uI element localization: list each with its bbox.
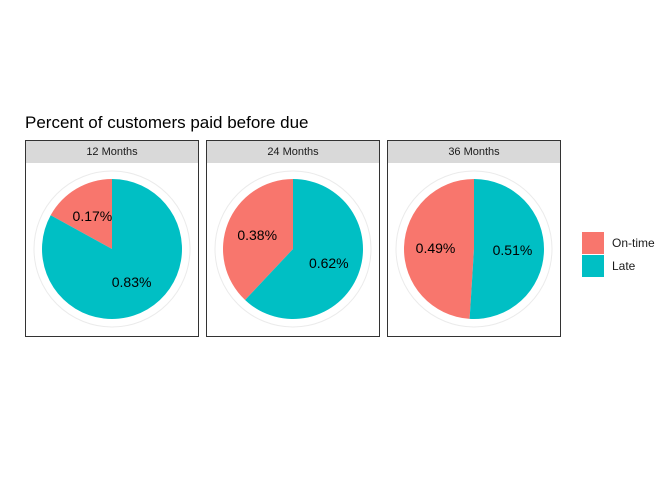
pie-chart-24-months: 0.38% 0.62% [214, 170, 372, 328]
facet-plot-area: 0.49% 0.51% [387, 163, 561, 337]
polar-grid-circle [33, 170, 191, 328]
slice-label-late: 0.51% [493, 242, 533, 258]
pie-slice-on-time [223, 179, 293, 301]
facet-strip-label: 36 Months [387, 140, 561, 164]
slice-label-late: 0.83% [112, 274, 152, 290]
slice-label-on-time: 0.38% [237, 227, 277, 243]
pie-slice-on-time [50, 179, 112, 249]
facet-strip-label: 24 Months [206, 140, 380, 164]
facet-plot-area: 0.38% 0.62% [206, 163, 380, 337]
legend-label-on-time: On-time [612, 236, 655, 250]
legend-item-on-time: On-time [582, 232, 672, 254]
legend-key-on-time [582, 232, 604, 254]
slice-label-on-time: 0.49% [416, 240, 456, 256]
pie-chart-12-months: 0.17% 0.83% [33, 170, 191, 328]
facet-panel-36-months: 36 Months 0.49% 0.51% [387, 140, 561, 337]
slice-label-on-time: 0.17% [73, 208, 113, 224]
facet-strip-label: 12 Months [25, 140, 199, 164]
pie-chart-36-months: 0.49% 0.51% [395, 170, 553, 328]
pie-slice-late [469, 179, 544, 319]
polar-grid-circle [214, 170, 372, 328]
legend-label-late: Late [612, 259, 636, 273]
pie-slice-late [245, 179, 363, 319]
slice-label-late: 0.62% [309, 255, 349, 271]
facet-panel-24-months: 24 Months 0.38% 0.62% [206, 140, 380, 337]
facet-panel-12-months: 12 Months 0.17% 0.83% [25, 140, 199, 337]
legend-item-late: Late [582, 255, 672, 277]
pie-slice-late [41, 179, 182, 319]
pie-slice-on-time [403, 179, 474, 319]
facet-plot-area: 0.17% 0.83% [25, 163, 199, 337]
polar-grid-circle [395, 170, 553, 328]
chart-title: Percent of customers paid before due [25, 113, 309, 132]
legend-key-late [582, 255, 604, 277]
